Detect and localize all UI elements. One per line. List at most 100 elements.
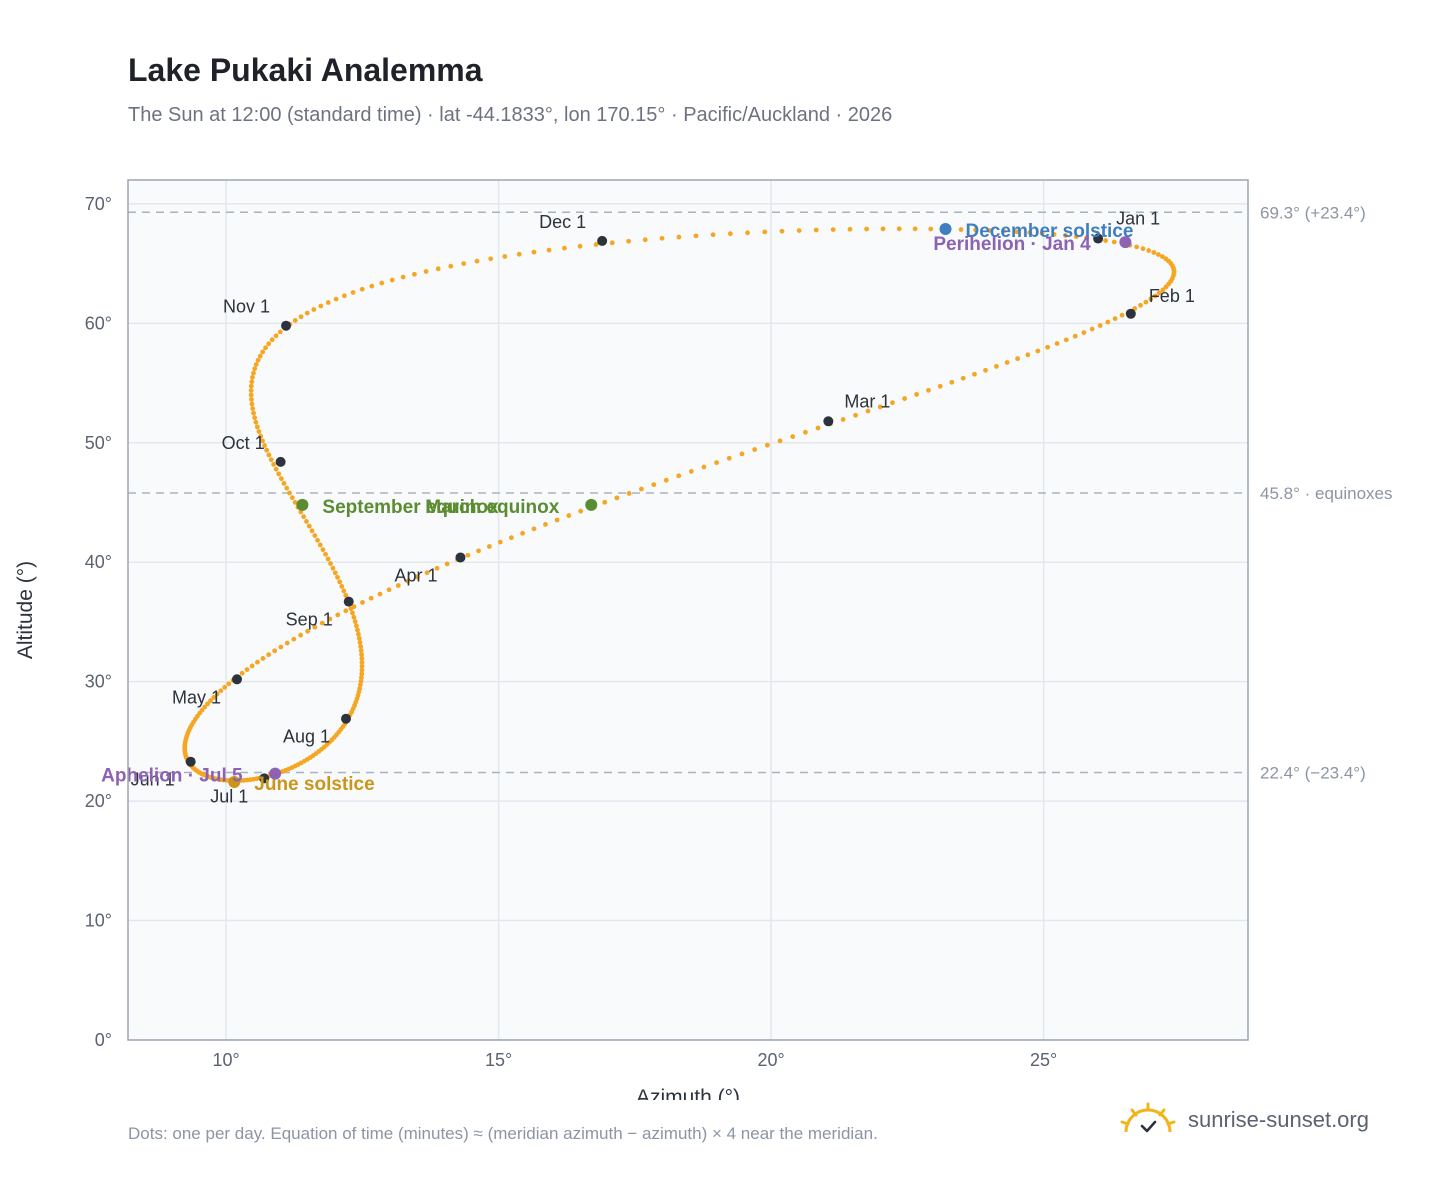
day-dot bbox=[880, 226, 886, 232]
day-dot bbox=[1035, 348, 1041, 354]
day-dot bbox=[284, 640, 290, 646]
day-dot bbox=[546, 247, 552, 253]
day-dot bbox=[1138, 302, 1143, 308]
day-dot bbox=[226, 681, 232, 687]
day-dot bbox=[488, 256, 494, 262]
event-marker-dot bbox=[269, 767, 282, 780]
day-dot bbox=[1051, 232, 1057, 237]
x-axis-label: Azimuth (°) bbox=[636, 1086, 740, 1100]
day-dot bbox=[355, 627, 360, 633]
day-dot bbox=[928, 226, 934, 232]
day-dot bbox=[890, 400, 895, 406]
y-tick-label: 60° bbox=[85, 313, 112, 333]
day-dot bbox=[1152, 293, 1158, 299]
day-dot bbox=[260, 438, 265, 444]
x-tick-label: 25° bbox=[1030, 1050, 1057, 1070]
day-dot bbox=[325, 556, 331, 562]
day-dot bbox=[323, 551, 328, 557]
day-dot bbox=[211, 695, 217, 700]
day-dot bbox=[389, 277, 395, 283]
day-dot bbox=[358, 648, 364, 654]
day-dot bbox=[651, 482, 657, 488]
day-dot bbox=[693, 233, 699, 239]
day-dot bbox=[306, 523, 312, 529]
day-dot bbox=[461, 261, 467, 267]
day-dot bbox=[1045, 344, 1050, 350]
day-dot bbox=[973, 227, 979, 233]
day-dot bbox=[912, 226, 918, 232]
day-dot bbox=[602, 499, 608, 505]
day-dot bbox=[252, 415, 258, 421]
day-dot bbox=[497, 539, 503, 545]
day-dot bbox=[256, 429, 262, 434]
day-dot bbox=[516, 251, 522, 257]
day-dot bbox=[520, 530, 526, 536]
day-dot bbox=[292, 318, 298, 323]
day-dot bbox=[779, 228, 785, 234]
day-dot bbox=[1027, 230, 1033, 235]
day-dot bbox=[343, 608, 349, 614]
day-dot bbox=[359, 667, 365, 673]
x-tick-label: 15° bbox=[485, 1050, 512, 1070]
day-dot bbox=[266, 652, 272, 658]
day-dot bbox=[333, 296, 339, 302]
day-dot bbox=[1111, 239, 1117, 245]
brand[interactable]: sunrise-sunset.org bbox=[1118, 1102, 1369, 1138]
day-dot bbox=[309, 528, 315, 534]
day-dot bbox=[1119, 312, 1125, 318]
day-dot bbox=[663, 477, 669, 483]
y-axis-label: Altitude (°) bbox=[14, 561, 37, 659]
day-dot bbox=[377, 591, 383, 597]
day-dot bbox=[301, 514, 307, 520]
day-dot bbox=[1103, 238, 1109, 243]
plot-frame bbox=[127, 179, 1249, 1041]
day-dot bbox=[1112, 316, 1118, 321]
day-dot bbox=[626, 491, 632, 496]
event-marker-label: March equinox bbox=[425, 497, 560, 518]
day-dot bbox=[330, 565, 336, 571]
brand-name: sunrise-sunset.org bbox=[1188, 1107, 1369, 1132]
y-tick-label: 30° bbox=[85, 672, 112, 692]
day-dot bbox=[278, 644, 284, 650]
day-dot bbox=[278, 476, 284, 482]
month-marker-label: May 1 bbox=[172, 687, 221, 707]
day-dot bbox=[251, 370, 256, 376]
day-dot bbox=[949, 379, 955, 385]
day-dot bbox=[465, 552, 471, 558]
day-dot bbox=[298, 632, 303, 638]
day-dot bbox=[726, 455, 732, 461]
day-dot bbox=[263, 345, 268, 351]
day-dot bbox=[335, 574, 340, 580]
day-dot bbox=[317, 542, 323, 548]
day-dot bbox=[1063, 337, 1069, 343]
day-dot bbox=[531, 249, 537, 255]
day-dot bbox=[444, 561, 450, 567]
event-marker-dot bbox=[939, 222, 952, 235]
day-dot bbox=[350, 610, 355, 616]
day-dot bbox=[865, 408, 871, 414]
day-dot bbox=[424, 570, 430, 576]
day-dot bbox=[260, 656, 266, 661]
day-dot bbox=[284, 485, 290, 491]
day-dot bbox=[287, 490, 292, 496]
day-dot bbox=[1140, 246, 1146, 252]
day-dot bbox=[802, 429, 808, 435]
day-dot bbox=[1084, 235, 1090, 241]
y-tick-label: 40° bbox=[85, 552, 112, 572]
day-dot bbox=[853, 412, 858, 418]
day-dot bbox=[578, 508, 584, 514]
month-marker-dot bbox=[259, 773, 270, 784]
reference-line-label: 22.4° (−23.4°) bbox=[1260, 763, 1366, 782]
day-dot bbox=[502, 254, 508, 259]
day-dot bbox=[1163, 284, 1169, 290]
day-dot bbox=[414, 574, 420, 580]
day-dot bbox=[1134, 244, 1140, 250]
y-tick-label: 10° bbox=[85, 911, 112, 931]
month-marker-label: Oct 1 bbox=[222, 433, 265, 453]
event-marker-dot bbox=[228, 776, 241, 788]
day-dot bbox=[356, 636, 362, 641]
day-dot bbox=[764, 442, 770, 448]
month-marker-label: Aug 1 bbox=[283, 727, 330, 747]
day-dot bbox=[255, 659, 260, 665]
day-dot bbox=[244, 667, 250, 672]
